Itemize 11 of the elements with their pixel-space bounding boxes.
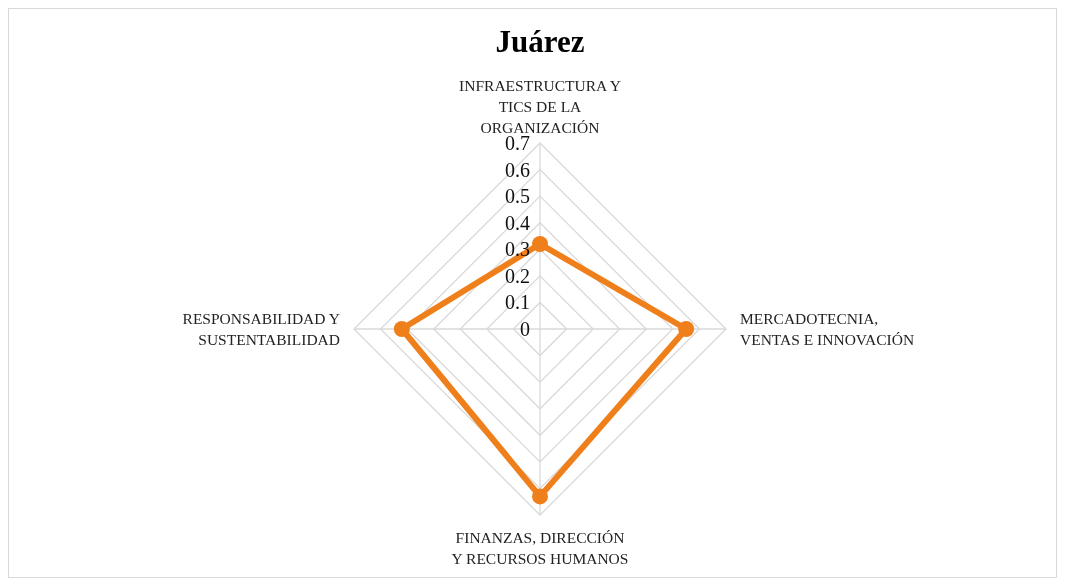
y-tick-label: 0.4: [505, 211, 530, 234]
y-tick-label: 0.2: [505, 264, 530, 287]
chart-title: Juárez: [495, 24, 585, 59]
y-tick-label: 0.3: [505, 238, 530, 261]
spoke-label: MERCADOTECNIA, VENTAS E INNOVACIÓN: [740, 309, 915, 348]
y-tick-label: 0.6: [505, 158, 530, 181]
y-tick-label: 0.1: [505, 291, 530, 314]
y-tick-label: 0.5: [505, 185, 530, 208]
spoke-label: FINANZAS, DIRECCIÓN Y RECURSOS HUMANOS: [451, 529, 629, 567]
y-tick-label: 0: [520, 318, 530, 340]
spoke-label: RESPONSABILIDAD Y SUSTENTABILIDAD: [182, 309, 340, 348]
